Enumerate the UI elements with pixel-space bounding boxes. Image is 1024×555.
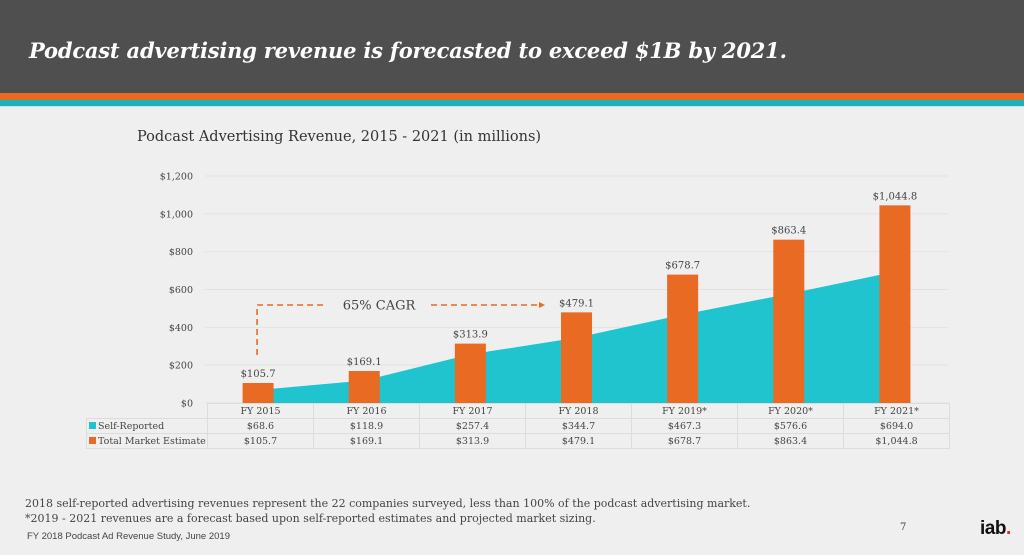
table-cell: $678.7: [631, 433, 738, 449]
y-tick-label: $800: [169, 247, 193, 258]
teal-swatch-icon: [89, 421, 96, 429]
table-cell: $576.6: [737, 418, 844, 434]
teal-accent-stripe: [0, 100, 1024, 106]
table-header-cell: FY 2015: [207, 403, 314, 419]
bar-value-label: $105.7: [241, 369, 276, 380]
logo-dot: .: [1005, 518, 1011, 539]
legend-label: Self-Reported: [98, 420, 165, 432]
logo-text: iab: [980, 518, 1006, 539]
bar-value-label: $678.7: [665, 261, 700, 272]
y-tick-label: $1,200: [160, 172, 193, 183]
slide-header: Podcast advertising revenue is forecaste…: [0, 0, 1024, 93]
self-reported-area-path: [258, 271, 895, 403]
y-tick-label: $1,000: [160, 209, 193, 220]
table-header-cell: FY 2016: [313, 403, 420, 419]
table-header-cell: FY 2017: [419, 403, 526, 419]
iab-logo: iab.: [980, 518, 1011, 540]
y-tick-label: $0: [181, 399, 193, 410]
table-cell: $344.7: [525, 418, 632, 434]
table-cell: $257.4: [419, 418, 526, 434]
table-cell: $169.1: [313, 433, 420, 449]
table-header-cell: FY 2019*: [631, 403, 738, 419]
footnote-forecast: *2019 - 2021 revenues are a forecast bas…: [25, 512, 596, 525]
data-table: FY 2015 FY 2016 FY 2017 FY 2018 FY 2019*…: [86, 403, 950, 449]
bar: [879, 205, 911, 403]
total-market-bars: [242, 205, 911, 403]
table-row-self-reported: Self-Reported $68.6 $118.9 $257.4 $344.7…: [86, 418, 950, 434]
bar-value-label: $169.1: [347, 357, 382, 368]
bar: [561, 312, 592, 403]
legend-self-reported: Self-Reported: [86, 418, 208, 434]
bar: [348, 371, 380, 403]
cagr-annotation: 65% CAGR: [256, 299, 545, 355]
table-header-cell: FY 2020*: [737, 403, 844, 419]
source-citation: FY 2018 Podcast Ad Revenue Study, June 2…: [27, 531, 230, 542]
table-corner: [87, 404, 208, 419]
bar-value-label: $1,044.8: [873, 191, 918, 202]
bar-data-labels: $105.7 $169.1 $313.9 $479.1 $678.7 $863.4 $1,0…: [241, 191, 918, 380]
y-tick-label: $200: [169, 361, 193, 372]
page-number: 7: [900, 522, 907, 533]
table-cell: $863.4: [737, 433, 844, 449]
table-cell: $1,044.8: [843, 433, 950, 449]
table-row-total-market: Total Market Estimate $105.7 $169.1 $313…: [86, 433, 950, 449]
bar: [242, 383, 274, 403]
legend-total-market: Total Market Estimate: [86, 433, 208, 449]
y-tick-label: $400: [169, 323, 193, 334]
slide-title: Podcast advertising revenue is forecaste…: [29, 38, 787, 63]
orange-swatch-icon: [89, 436, 96, 444]
bar: [454, 343, 486, 403]
table-cell: $479.1: [525, 433, 632, 449]
arrow-head-icon: [539, 302, 545, 308]
y-axis-ticks: $0 $200 $400 $600 $800 $1,000 $1,200: [160, 172, 193, 410]
self-reported-area: [258, 271, 895, 403]
y-tick-label: $600: [169, 285, 193, 296]
light-accent-line: [0, 106, 1024, 107]
legend-label: Total Market Estimate: [98, 435, 206, 447]
table-header-cell: FY 2021*: [843, 403, 950, 419]
table-cell: $694.0: [843, 418, 950, 434]
table-header-cell: FY 2018: [525, 403, 632, 419]
table-header-row: FY 2015 FY 2016 FY 2017 FY 2018 FY 2019*…: [87, 403, 950, 419]
bar-value-label: $313.9: [453, 330, 488, 341]
bar-value-label: $479.1: [559, 298, 594, 309]
table-cell: $105.7: [207, 433, 314, 449]
table-cell: $118.9: [313, 418, 420, 434]
bar: [667, 274, 699, 403]
table-cell: $467.3: [631, 418, 738, 434]
orange-accent-stripe: [0, 93, 1024, 100]
bar: [773, 239, 805, 403]
chart-title: Podcast Advertising Revenue, 2015 - 2021…: [137, 129, 542, 145]
cagr-label: 65% CAGR: [343, 299, 417, 314]
footnote-survey: 2018 self-reported advertising revenues …: [25, 497, 751, 510]
bar-value-label: $863.4: [771, 226, 806, 237]
table-cell: $68.6: [207, 418, 314, 434]
table-cell: $313.9: [419, 433, 526, 449]
